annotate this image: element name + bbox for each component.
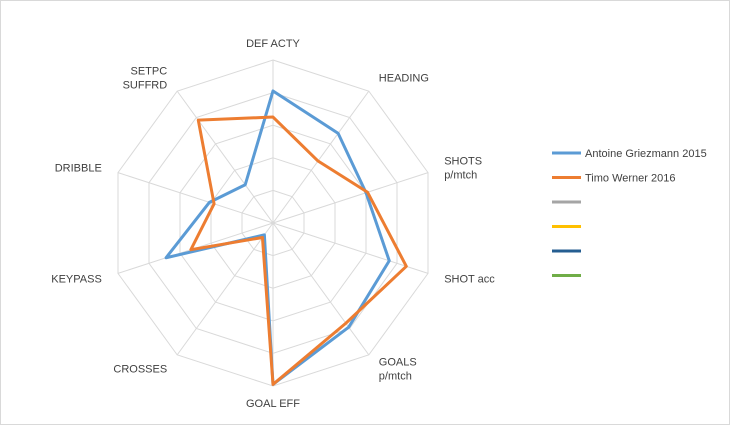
- axis-label: SHOTS p/mtch: [444, 155, 482, 181]
- axis-spoke: [272, 222, 429, 274]
- axis-label: GOAL EFF: [246, 398, 300, 410]
- axis-label: SHOT acc: [444, 274, 495, 286]
- legend: Antoine Griezmann 2015 Timo Werner 2016: [552, 148, 707, 277]
- axis-label: CROSSES: [113, 364, 167, 376]
- axis-label: DRIBBLE: [55, 162, 102, 174]
- axis-spoke: [272, 172, 429, 224]
- legend-label: Timo Werner 2016: [585, 173, 675, 185]
- axis-label: KEYPASS: [51, 274, 102, 286]
- axis-spoke: [272, 222, 370, 356]
- axis-spoke: [176, 222, 274, 356]
- axis-label: HEADING: [379, 72, 429, 84]
- radar-spokes: [117, 60, 429, 386]
- radar-series: [164, 89, 408, 386]
- axis-label: GOALS p/mtch: [379, 357, 417, 383]
- axis-spoke: [272, 90, 370, 224]
- axis-spoke: [117, 172, 274, 224]
- axis-spoke: [176, 90, 274, 224]
- axis-label: SETPC SUFFRD: [123, 65, 168, 91]
- legend-label: Antoine Griezmann 2015: [585, 148, 707, 160]
- axis-label: DEF ACTY: [246, 38, 300, 50]
- series-line: [164, 89, 391, 386]
- axis-labels: DEF ACTY HEADING SHOTS p/mtch SHOT acc GOALS p…: [51, 38, 495, 410]
- series-line: [189, 115, 408, 386]
